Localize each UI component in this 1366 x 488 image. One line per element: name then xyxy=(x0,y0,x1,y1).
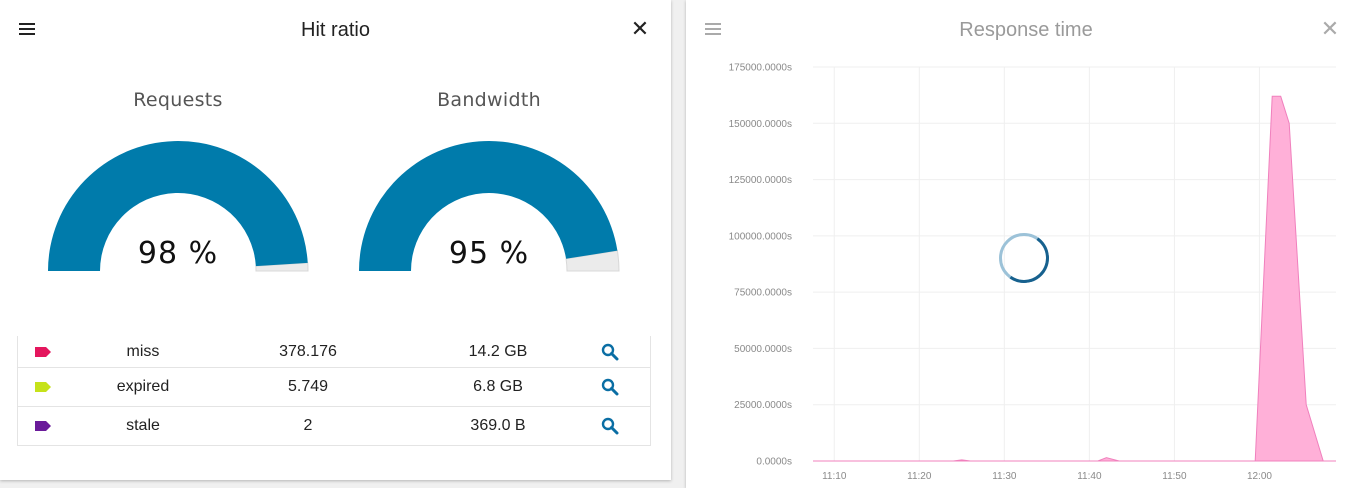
close-icon[interactable]: ✕ xyxy=(630,16,650,41)
menu-icon[interactable] xyxy=(19,21,35,35)
table-row: miss 378.176 14.2 GB xyxy=(18,336,650,368)
gauge-fill xyxy=(48,141,308,271)
row-size: 369.0 B xyxy=(470,417,526,434)
row-count: 2 xyxy=(303,417,313,434)
bandwidth-gauge: Bandwidth 95 % xyxy=(358,86,620,286)
tag-icon xyxy=(33,407,53,445)
loading-spinner-icon xyxy=(999,233,1049,283)
row-size: 6.8 GB xyxy=(473,378,523,395)
stats-table: miss 378.176 14.2 GB expired 5.749 6.8 G… xyxy=(17,336,651,446)
gauge-title: Bandwidth xyxy=(437,89,541,111)
search-icon[interactable] xyxy=(596,407,624,445)
response-time-panel: Response time ✕ 175000.0000s 150000.0000s… xyxy=(686,0,1366,488)
gauge-value: 98 % xyxy=(137,236,219,271)
gauge-arc xyxy=(48,141,309,272)
close-icon[interactable]: ✕ xyxy=(1320,16,1340,41)
x-tick-label: 11:20 xyxy=(907,471,932,482)
y-tick-label: 150000.0000s xyxy=(729,119,792,130)
row-label: miss xyxy=(126,342,160,360)
tag-icon xyxy=(33,368,53,406)
panel-title: Hit ratio xyxy=(301,19,370,41)
gauge-track xyxy=(565,250,620,272)
y-tick-label: 0.0000s xyxy=(756,457,792,468)
response-time-chart: 175000.0000s 150000.0000s 125000.0000s 1000… xyxy=(729,63,1336,482)
y-tick-label: 100000.0000s xyxy=(729,231,792,242)
row-count: 378.176 xyxy=(279,342,337,360)
search-icon[interactable] xyxy=(596,368,624,406)
row-count: 5.749 xyxy=(287,378,329,395)
panel-header: Response time ✕ xyxy=(686,0,1366,60)
table-row: stale 2 369.0 B xyxy=(18,407,650,446)
row-label: stale xyxy=(126,417,160,434)
y-tick-label: 50000.0000s xyxy=(734,344,792,355)
x-tick-label: 11:30 xyxy=(992,471,1017,482)
gauge-value: 95 % xyxy=(448,236,530,271)
gauge-arc xyxy=(359,141,620,272)
y-tick-label: 175000.0000s xyxy=(729,63,792,74)
table-row: expired 5.749 6.8 GB xyxy=(18,368,650,407)
requests-gauge: Requests 98 % xyxy=(47,86,309,286)
x-tick-label: 11:50 xyxy=(1162,471,1187,482)
gauge-fill xyxy=(359,141,618,271)
row-label: expired xyxy=(116,378,170,395)
row-size: 14.2 GB xyxy=(468,342,528,360)
tag-icon xyxy=(33,336,53,367)
gauge-track xyxy=(255,262,309,272)
panel-header: Hit ratio ✕ xyxy=(0,0,671,60)
x-tick-label: 11:10 xyxy=(822,471,847,482)
y-tick-label: 25000.0000s xyxy=(734,400,792,411)
menu-icon[interactable] xyxy=(705,21,721,35)
search-icon[interactable] xyxy=(596,336,624,367)
y-tick-label: 125000.0000s xyxy=(729,175,792,186)
x-tick-label: 12:00 xyxy=(1247,471,1272,482)
panel-title: Response time xyxy=(959,19,1093,41)
response-time-area xyxy=(813,95,1336,462)
x-tick-label: 11:40 xyxy=(1077,471,1102,482)
gauge-title: Requests xyxy=(133,89,223,111)
hit-ratio-panel: Hit ratio ✕ Requests 98 % Bandwidth 95 %… xyxy=(0,0,671,480)
y-tick-label: 75000.0000s xyxy=(734,288,792,299)
